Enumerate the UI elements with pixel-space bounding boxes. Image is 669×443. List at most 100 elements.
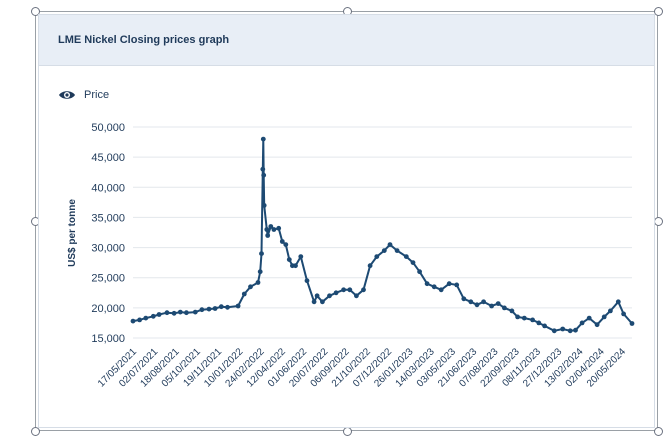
data-point[interactable] (454, 282, 460, 288)
data-point[interactable] (489, 303, 494, 309)
data-point[interactable] (560, 326, 566, 332)
data-point[interactable] (130, 318, 136, 324)
data-point[interactable] (573, 327, 578, 333)
data-point[interactable] (431, 284, 437, 290)
data-point[interactable] (212, 306, 218, 311)
data-point[interactable] (199, 307, 205, 313)
data-point[interactable] (341, 287, 346, 293)
legend-label: Price (84, 89, 110, 101)
data-point[interactable] (502, 305, 507, 311)
data-point[interactable] (542, 323, 547, 329)
data-point[interactable] (381, 248, 387, 254)
data-point[interactable] (156, 312, 162, 317)
data-point[interactable] (192, 309, 198, 315)
data-point[interactable] (260, 136, 266, 142)
data-point[interactable] (551, 328, 557, 334)
y-tick-label: 30,000 (91, 243, 125, 255)
y-tick-label: 40,000 (91, 182, 125, 194)
data-point[interactable] (314, 293, 320, 299)
data-point[interactable] (293, 263, 298, 269)
x-axis-ticks: 17/05/202102/07/202118/08/202105/10/2021… (96, 346, 628, 389)
data-point[interactable] (615, 299, 621, 305)
data-point[interactable] (206, 306, 212, 312)
data-point[interactable] (264, 227, 270, 232)
data-point[interactable] (271, 227, 277, 232)
data-point[interactable] (150, 313, 156, 319)
data-point[interactable] (347, 287, 353, 293)
data-point[interactable] (333, 290, 339, 296)
data-point[interactable] (387, 242, 393, 248)
data-point[interactable] (621, 311, 626, 317)
data-point[interactable] (468, 299, 474, 305)
data-point[interactable] (509, 308, 515, 314)
price-series (130, 136, 635, 334)
data-point[interactable] (164, 310, 170, 316)
data-point[interactable] (171, 310, 177, 316)
data-point[interactable] (257, 269, 263, 275)
data-point[interactable] (255, 280, 261, 285)
data-point[interactable] (260, 166, 266, 172)
data-point[interactable] (248, 284, 253, 290)
data-point[interactable] (327, 293, 332, 299)
data-point[interactable] (424, 281, 430, 287)
data-point[interactable] (354, 293, 359, 299)
data-point[interactable] (311, 299, 317, 305)
data-point[interactable] (143, 315, 149, 321)
data-point[interactable] (417, 269, 422, 275)
data-point[interactable] (495, 301, 501, 306)
data-point[interactable] (261, 172, 267, 178)
data-point[interactable] (521, 315, 527, 321)
chart-title: LME Nickel Closing prices graph (58, 34, 230, 46)
card-header: LME Nickel Closing prices graph (39, 15, 654, 66)
data-point[interactable] (536, 320, 542, 326)
data-point[interactable] (279, 239, 285, 244)
data-point[interactable] (586, 315, 592, 321)
data-point[interactable] (137, 317, 143, 323)
data-point[interactable] (608, 308, 613, 314)
data-point[interactable] (515, 314, 520, 320)
data-point[interactable] (241, 291, 247, 297)
data-point[interactable] (298, 254, 304, 259)
data-point[interactable] (374, 254, 380, 259)
data-point[interactable] (261, 203, 267, 208)
data-point[interactable] (177, 309, 183, 315)
data-point[interactable] (594, 322, 600, 328)
data-point[interactable] (283, 242, 289, 248)
data-point[interactable] (276, 225, 282, 231)
data-point[interactable] (481, 299, 486, 305)
data-point[interactable] (446, 281, 452, 287)
data-point[interactable] (601, 314, 607, 320)
data-point[interactable] (530, 317, 535, 323)
legend-item-price[interactable]: Price (58, 87, 109, 103)
data-point[interactable] (225, 304, 230, 310)
data-point[interactable] (286, 257, 292, 262)
data-point[interactable] (367, 263, 373, 269)
data-point[interactable] (304, 278, 310, 284)
data-point[interactable] (184, 310, 189, 316)
data-point[interactable] (265, 233, 271, 238)
data-point[interactable] (218, 304, 224, 310)
data-point[interactable] (410, 260, 416, 265)
data-point[interactable] (579, 320, 585, 326)
data-point[interactable] (235, 303, 241, 309)
data-point[interactable] (361, 287, 366, 293)
resize-handle-bottom-right[interactable] (654, 427, 663, 436)
y-tick-label: 50,000 (91, 122, 125, 134)
data-point[interactable] (259, 251, 264, 256)
resize-handle-bottom-left[interactable] (31, 427, 40, 436)
data-point[interactable] (629, 321, 635, 326)
y-tick-label: 35,000 (91, 212, 125, 224)
data-point[interactable] (461, 296, 467, 302)
resize-handle-top-right[interactable] (654, 7, 663, 16)
data-point[interactable] (474, 302, 480, 308)
data-point[interactable] (567, 328, 573, 334)
data-point[interactable] (394, 248, 400, 254)
chart-card: LME Nickel Closing prices graph Price (38, 14, 655, 428)
data-point[interactable] (268, 224, 274, 229)
y-axis-ticks: 15,000 20,000 25,000 30,000 35,000 40,000 45,0… (91, 122, 125, 345)
data-point[interactable] (403, 254, 409, 259)
resize-handle-top-left[interactable] (31, 7, 40, 16)
data-point[interactable] (320, 299, 325, 305)
data-point[interactable] (438, 287, 444, 293)
